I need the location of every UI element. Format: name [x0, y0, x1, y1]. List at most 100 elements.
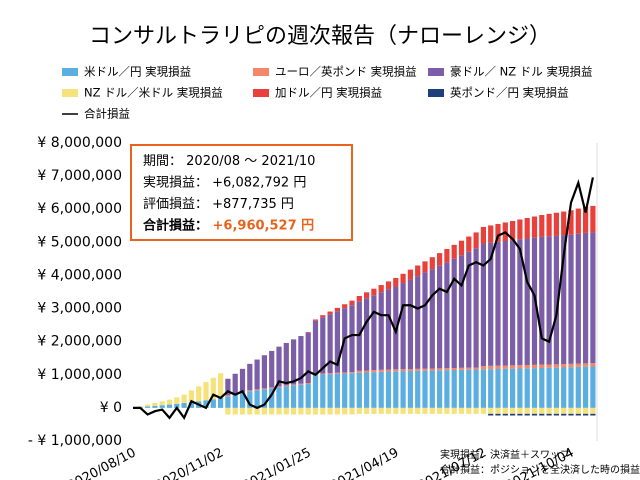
- bar-segment: [553, 413, 559, 416]
- bar-segment: [254, 390, 260, 408]
- bar-segment: [480, 366, 486, 370]
- bar-segment: [517, 413, 523, 416]
- bar-segment: [466, 407, 472, 414]
- info-box: [130, 144, 353, 241]
- bar-segment: [356, 372, 362, 408]
- bar-segment: [371, 407, 377, 414]
- bar-segment: [225, 395, 231, 397]
- bar-segment: [539, 236, 545, 365]
- y-tick-label: ¥ 4,000,000: [37, 267, 122, 283]
- legend-swatch: [428, 68, 444, 76]
- y-tick-label: ¥ 7,000,000: [37, 168, 122, 184]
- bar-segment: [283, 407, 289, 415]
- bar-segment: [517, 239, 523, 366]
- bar-segment: [568, 363, 574, 368]
- bar-segment: [334, 372, 340, 374]
- note: 合計損益：ポジションを全決済した時の損益: [440, 463, 640, 476]
- legend-label: 豪ドル／ NZ ドル 実現損益: [450, 65, 592, 79]
- bar-segment: [247, 391, 253, 408]
- bar-segment: [218, 397, 224, 408]
- bar-segment: [561, 407, 567, 414]
- bar-segment: [415, 368, 421, 371]
- bar-segment: [261, 355, 267, 389]
- bar-segment: [145, 406, 151, 408]
- bar-segment: [247, 407, 253, 415]
- bar-segment: [269, 407, 275, 415]
- bar-segment: [583, 363, 589, 367]
- bar-segment: [239, 368, 246, 392]
- bar-segment: [137, 406, 143, 408]
- bar-segment: [188, 401, 194, 408]
- bar-segment: [334, 311, 340, 373]
- bar-segment: [458, 367, 465, 370]
- bar-segment: [312, 407, 319, 415]
- bar-segment: [524, 238, 530, 366]
- bar-segment: [488, 413, 494, 416]
- bar-segment: [261, 389, 267, 408]
- bar-segment: [561, 235, 567, 365]
- bar-segment: [239, 392, 246, 408]
- bar-segment: [291, 385, 297, 408]
- bar-segment: [305, 383, 311, 385]
- legend-label: NZ ドル／米ドル 実現損益: [84, 86, 223, 100]
- bar-segment: [480, 226, 486, 244]
- bar-segment: [378, 292, 384, 370]
- bar-segment: [254, 389, 260, 391]
- bar-segment: [232, 394, 238, 408]
- bar-segment: [349, 373, 355, 408]
- bar-segment: [407, 368, 413, 371]
- bar-segment: [305, 332, 311, 333]
- legend-swatch: [62, 68, 78, 76]
- bar-segment: [488, 365, 494, 370]
- bar-segment: [269, 350, 275, 388]
- bar-segment: [378, 407, 384, 414]
- y-tick-label: - ¥ 1,000,000: [28, 433, 122, 449]
- bar-segment: [385, 369, 392, 372]
- bar-segment: [364, 372, 370, 408]
- bar-segment: [510, 407, 516, 414]
- bar-segment: [203, 382, 209, 401]
- bar-segment: [437, 253, 443, 266]
- bar-segment: [196, 386, 202, 402]
- bar-segment: [261, 407, 267, 415]
- bar-segment: [568, 413, 574, 416]
- bar-segment: [524, 368, 530, 408]
- bar-segment: [298, 336, 304, 384]
- bar-segment: [276, 387, 282, 408]
- bar-segment: [385, 407, 392, 414]
- x-tick-label: 2021/04/19: [328, 445, 401, 480]
- bar-segment: [458, 407, 465, 414]
- bar-segment: [510, 365, 516, 369]
- bar-segment: [159, 405, 165, 408]
- bar-segment: [561, 413, 567, 416]
- bar-segment: [152, 405, 158, 408]
- bar-segment: [305, 384, 311, 408]
- bar-segment: [466, 251, 472, 368]
- bar-segment: [429, 370, 435, 408]
- bar-segment: [553, 212, 559, 236]
- bar-segment: [590, 413, 596, 416]
- bar-segment: [415, 370, 421, 408]
- bar-segment: [590, 205, 596, 233]
- bar-segment: [312, 320, 319, 374]
- bar-segment: [210, 399, 216, 408]
- bar-segment: [590, 232, 596, 364]
- info-line: 合計損益： +6,960,527 円: [143, 217, 314, 233]
- y-tick-label: ¥ 3,000,000: [37, 301, 122, 317]
- bar-segment: [488, 369, 494, 408]
- bar-segment: [510, 220, 516, 241]
- bar-segment: [524, 407, 530, 414]
- bar-segment: [524, 413, 530, 416]
- bar-segment: [480, 243, 486, 367]
- bar-segment: [320, 373, 326, 375]
- bar-segment: [371, 295, 377, 371]
- bar-segment: [400, 273, 406, 284]
- bar-segment: [232, 407, 238, 415]
- legend-swatch: [253, 89, 269, 97]
- bar-segment: [583, 366, 589, 408]
- bars: [137, 205, 596, 416]
- bar-segment: [349, 305, 355, 373]
- bar-segment: [502, 407, 508, 414]
- bar-segment: [539, 364, 545, 368]
